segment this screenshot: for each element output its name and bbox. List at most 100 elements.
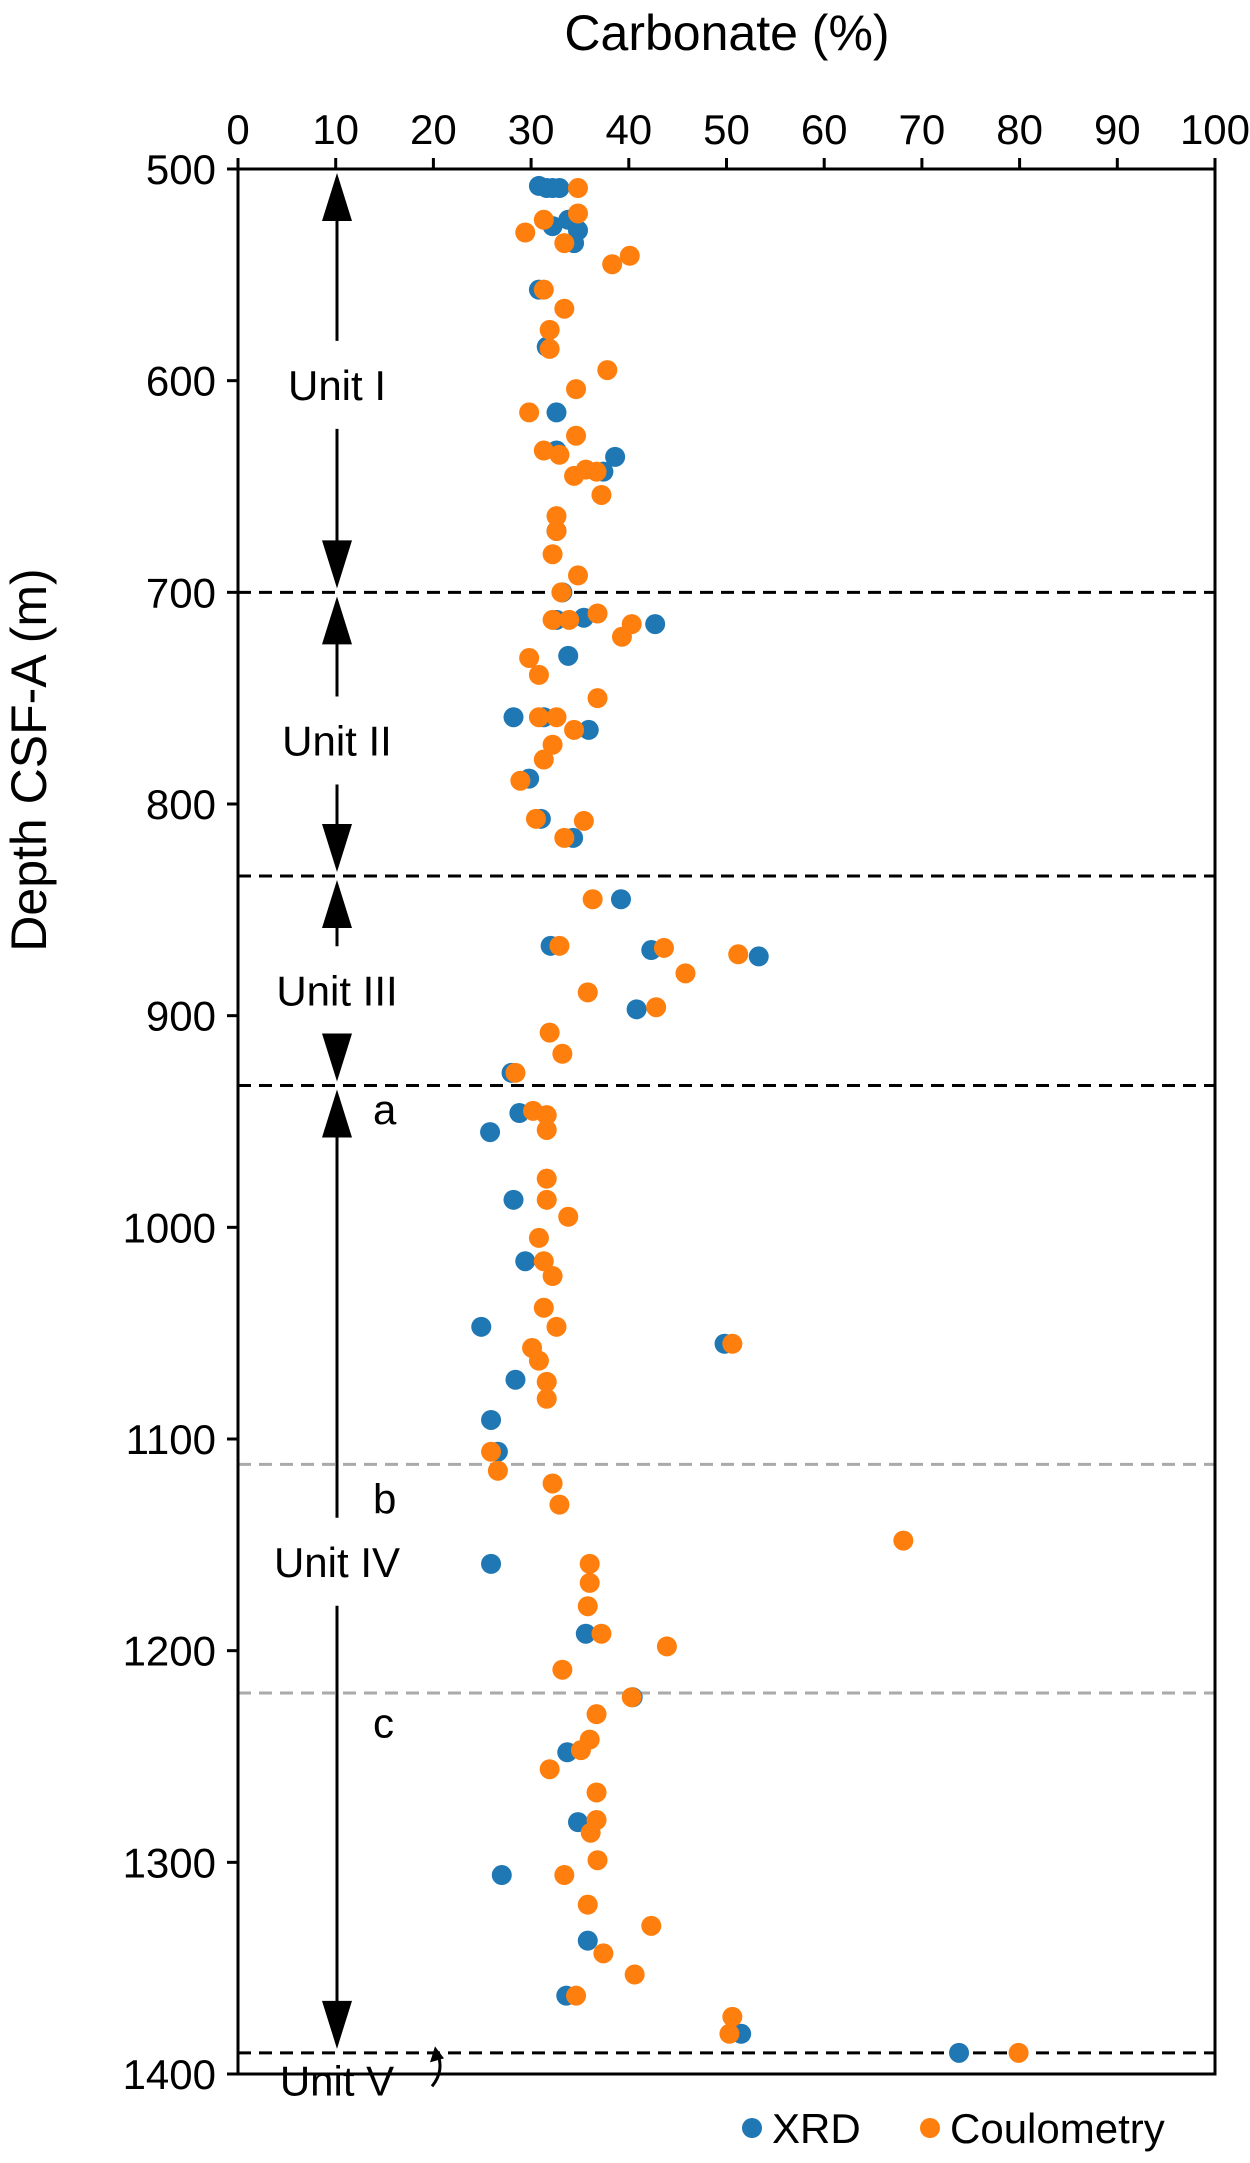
data-point-coulometry-34 bbox=[546, 707, 567, 728]
data-point-coulometry-74 bbox=[579, 1553, 600, 1574]
data-point-coulometry-40 bbox=[525, 808, 546, 829]
data-point-xrd-22 bbox=[578, 719, 599, 740]
data-point-coulometry-44 bbox=[549, 935, 570, 956]
data-point-coulometry-95 bbox=[722, 2006, 743, 2027]
y-tick-label-900: 900 bbox=[146, 993, 216, 1040]
subunit-label-c: c bbox=[373, 1700, 394, 1747]
data-point-coulometry-79 bbox=[552, 1659, 573, 1680]
data-point-coulometry-71 bbox=[542, 1473, 563, 1494]
data-point-coulometry-6 bbox=[602, 254, 623, 275]
data-point-coulometry-52 bbox=[505, 1062, 526, 1083]
data-point-coulometry-41 bbox=[573, 810, 594, 831]
data-point-xrd-36 bbox=[471, 1316, 492, 1337]
data-point-coulometry-84 bbox=[539, 1759, 560, 1780]
data-point-coulometry-12 bbox=[566, 379, 587, 400]
data-point-xrd-18 bbox=[645, 614, 666, 635]
data-point-coulometry-23 bbox=[542, 544, 563, 565]
data-point-xrd-41 bbox=[481, 1553, 502, 1574]
data-point-coulometry-58 bbox=[558, 1206, 579, 1227]
data-point-coulometry-24 bbox=[567, 565, 588, 586]
data-point-coulometry-27 bbox=[542, 609, 563, 630]
unit-label-unit-iii: Unit III bbox=[276, 967, 397, 1014]
data-point-coulometry-63 bbox=[546, 1316, 567, 1337]
data-point-coulometry-31 bbox=[519, 647, 540, 668]
data-point-xrd-29 bbox=[748, 946, 769, 967]
data-point-coulometry-50 bbox=[539, 1022, 560, 1043]
data-point-coulometry-92 bbox=[593, 1943, 614, 1964]
y-tick-label-1000: 1000 bbox=[123, 1204, 216, 1251]
data-point-xrd-12 bbox=[605, 446, 626, 467]
data-point-coulometry-1 bbox=[567, 203, 588, 224]
data-point-xrd-38 bbox=[505, 1369, 526, 1390]
data-point-coulometry-47 bbox=[675, 963, 696, 984]
data-point-coulometry-43 bbox=[582, 889, 603, 910]
x-axis-title: Carbonate (%) bbox=[564, 5, 889, 61]
y-tick-label-800: 800 bbox=[146, 781, 216, 828]
y-tick-label-1300: 1300 bbox=[123, 1839, 216, 1886]
legend-marker-xrd bbox=[742, 2118, 762, 2138]
data-point-coulometry-39 bbox=[510, 770, 531, 791]
data-point-coulometry-42 bbox=[554, 827, 575, 848]
data-point-xrd-30 bbox=[626, 999, 647, 1020]
y-tick-label-600: 600 bbox=[146, 358, 216, 405]
subunit-label-b: b bbox=[373, 1475, 396, 1522]
y-tick-label-1400: 1400 bbox=[123, 2051, 216, 2098]
data-point-coulometry-69 bbox=[481, 1441, 502, 1462]
data-point-xrd-33 bbox=[480, 1122, 501, 1143]
y-tick-label-500: 500 bbox=[146, 146, 216, 193]
data-point-coulometry-97 bbox=[1008, 2042, 1029, 2063]
data-point-coulometry-78 bbox=[656, 1636, 677, 1657]
data-point-coulometry-15 bbox=[533, 440, 554, 461]
data-point-xrd-19 bbox=[558, 645, 579, 666]
data-point-coulometry-28 bbox=[559, 609, 580, 630]
data-point-coulometry-46 bbox=[728, 944, 749, 965]
data-point-coulometry-60 bbox=[533, 1251, 554, 1272]
data-point-coulometry-18 bbox=[586, 461, 607, 482]
data-point-coulometry-16 bbox=[549, 444, 570, 465]
data-point-coulometry-81 bbox=[586, 1704, 607, 1725]
data-point-coulometry-89 bbox=[554, 1865, 575, 1886]
data-point-coulometry-7 bbox=[533, 279, 554, 300]
axis-tick-layer: 0 10 20 30 40 50 60 70 80 90 100 500 600 700 800 900 100… bbox=[123, 106, 1250, 2098]
data-point-coulometry-11 bbox=[597, 360, 618, 381]
data-point-coulometry-32 bbox=[528, 664, 549, 685]
unit-arrowhead-bottom-unit-i bbox=[322, 540, 352, 589]
unit-boundary-layer bbox=[238, 590, 1215, 2055]
data-point-coulometry-77 bbox=[591, 1623, 612, 1644]
y-tick-label-1200: 1200 bbox=[123, 1628, 216, 1675]
unit-arrowhead-bottom-unit-ii bbox=[322, 823, 352, 872]
y-tick-label-1100: 1100 bbox=[126, 1416, 216, 1463]
data-point-coulometry-91 bbox=[641, 1915, 662, 1936]
x-tick-label-10: 10 bbox=[312, 106, 359, 153]
data-point-xrd-47 bbox=[577, 1930, 598, 1951]
x-tick-label-20: 20 bbox=[410, 106, 457, 153]
data-point-coulometry-96 bbox=[719, 2023, 740, 2044]
data-point-coulometry-36 bbox=[564, 719, 585, 740]
data-point-coulometry-75 bbox=[579, 1572, 600, 1593]
data-point-coulometry-61 bbox=[542, 1266, 563, 1287]
data-point-coulometry-21 bbox=[546, 506, 567, 527]
data-point-coulometry-59 bbox=[528, 1227, 549, 1248]
data-point-coulometry-10 bbox=[539, 338, 560, 359]
data-point-xrd-26 bbox=[610, 889, 631, 910]
legend: XRD Coulometry bbox=[742, 2105, 1165, 2152]
data-point-coulometry-87 bbox=[580, 1822, 601, 1843]
x-tick-label-80: 80 bbox=[996, 106, 1043, 153]
data-point-xrd-42 bbox=[575, 1623, 596, 1644]
data-point-coulometry-76 bbox=[577, 1596, 598, 1617]
data-point-coulometry-20 bbox=[591, 484, 612, 505]
legend-marker-coulometry bbox=[920, 2118, 940, 2138]
data-point-coulometry-72 bbox=[549, 1494, 570, 1515]
unit-label-unit-i: Unit I bbox=[288, 362, 386, 409]
x-tick-label-0: 0 bbox=[226, 106, 249, 153]
data-point-coulometry-51 bbox=[552, 1043, 573, 1064]
data-point-coulometry-54 bbox=[536, 1105, 557, 1126]
x-tick-label-40: 40 bbox=[605, 106, 652, 153]
legend-label-coulometry: Coulometry bbox=[950, 2105, 1165, 2152]
data-point-xrd-3 bbox=[549, 178, 570, 199]
data-point-coulometry-35 bbox=[528, 707, 549, 728]
data-point-coulometry-19 bbox=[564, 465, 585, 486]
unit-arrowhead-bottom-unit-iii bbox=[322, 1033, 352, 1082]
data-point-coulometry-5 bbox=[619, 245, 640, 266]
